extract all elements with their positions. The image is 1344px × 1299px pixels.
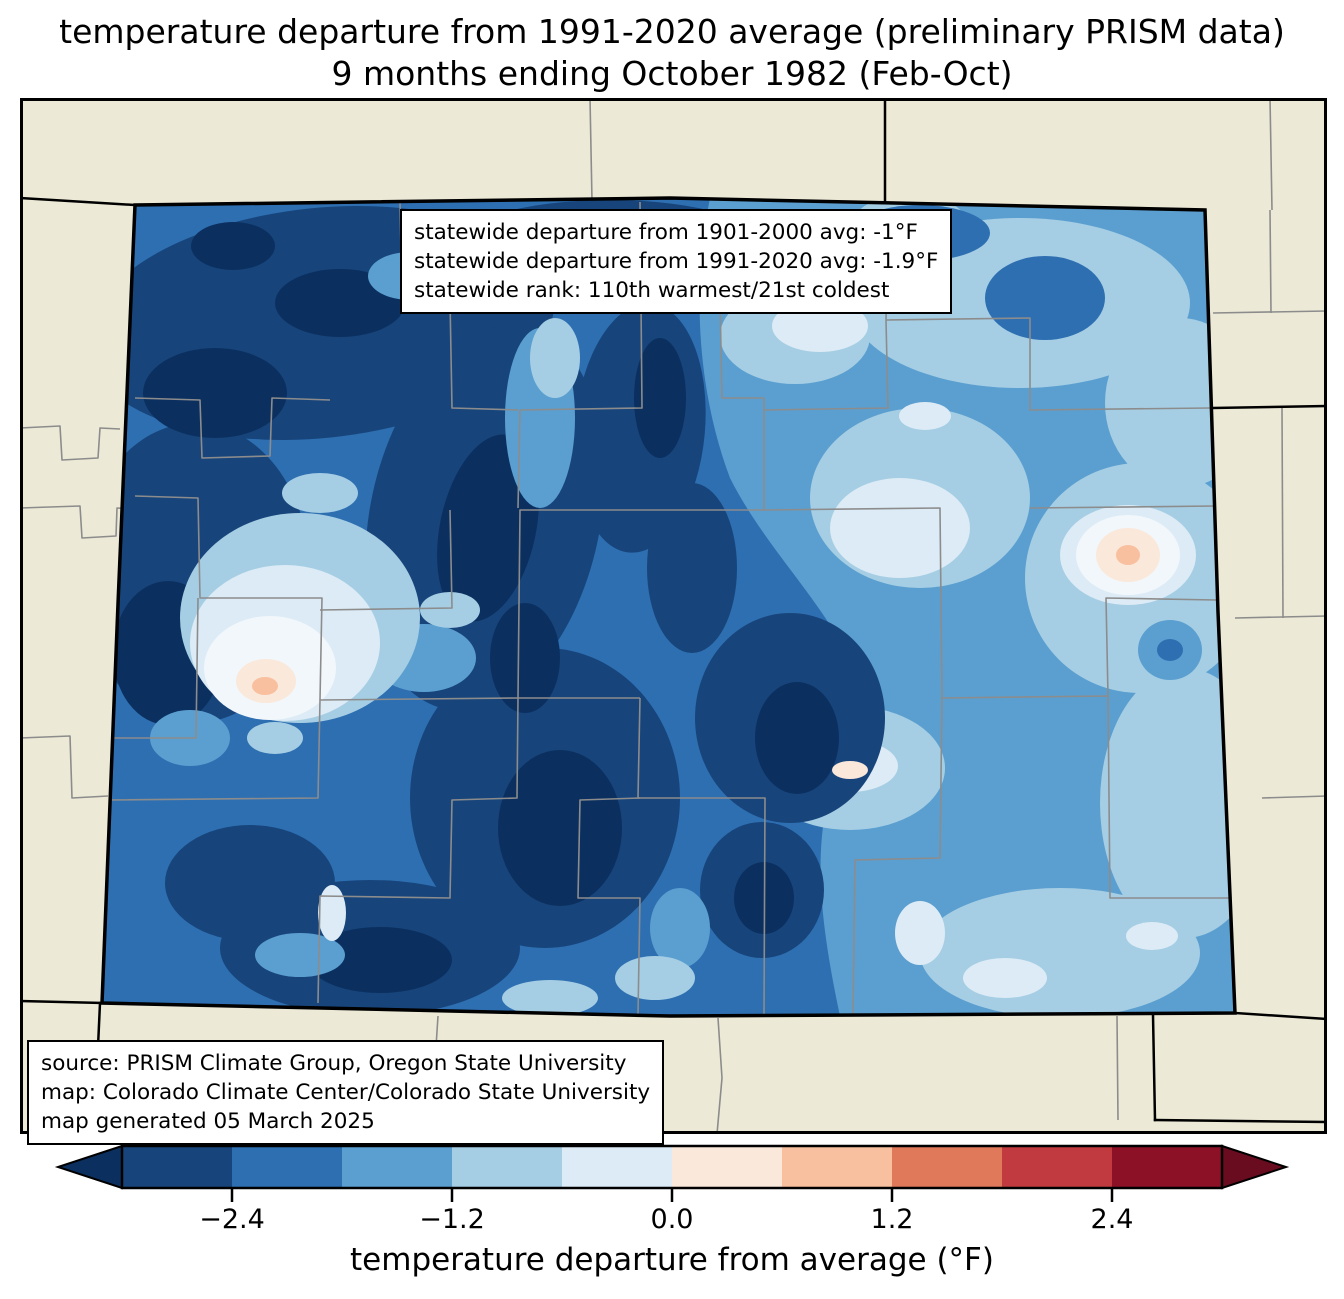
colorbar-under-arrow	[54, 1144, 123, 1190]
colorbar-segment	[782, 1146, 892, 1188]
stats-line-2: statewide departure from 1991-2020 avg: …	[414, 249, 939, 274]
map-plot-area: statewide departure from 1901-2000 avg: …	[18, 96, 1329, 1136]
colorbar-segment	[452, 1146, 562, 1188]
colorbar-tick-label: 1.2	[870, 1204, 914, 1235]
source-credit-box: source: PRISM Climate Group, Oregon Stat…	[27, 1040, 665, 1145]
source-line-3: map generated 05 March 2025	[41, 1109, 375, 1134]
colorbar-tick-marks	[230, 1188, 1114, 1202]
colorbar-segment	[232, 1146, 342, 1188]
colorbar-segment	[1002, 1146, 1112, 1188]
source-line-2: map: Colorado Climate Center/Colorado St…	[41, 1080, 651, 1105]
colorado-county-lines	[109, 201, 1232, 1015]
colorbar-axis-label: temperature departure from average (°F)	[350, 1242, 994, 1278]
statewide-stats-box: statewide departure from 1901-2000 avg: …	[400, 209, 953, 314]
colorbar-tick-label: 0.0	[650, 1204, 694, 1235]
colorbar-segment	[672, 1146, 782, 1188]
source-line-1: source: PRISM Climate Group, Oregon Stat…	[41, 1051, 627, 1076]
colorbar-segment	[342, 1146, 452, 1188]
figure-title-line1: temperature departure from 1991-2020 ave…	[59, 12, 1285, 51]
colorbar-tick-label: −1.2	[419, 1204, 485, 1235]
colorbar	[54, 1144, 1290, 1202]
colorbar-segment	[1112, 1146, 1222, 1188]
colorbar-segment	[892, 1146, 1002, 1188]
stats-line-3: statewide rank: 110th warmest/21st colde…	[414, 278, 890, 303]
stats-line-1: statewide departure from 1901-2000 avg: …	[414, 220, 918, 245]
colorbar-tick-label: 2.4	[1090, 1204, 1134, 1235]
colorbar-tick-label: −2.4	[199, 1204, 265, 1235]
colorbar-segment	[122, 1146, 232, 1188]
figure-title-line2: 9 months ending October 1982 (Feb-Oct)	[331, 54, 1013, 93]
colorbar-segments	[122, 1146, 1222, 1188]
colorbar-over-arrow	[1221, 1144, 1290, 1190]
colorado-state-border	[100, 196, 1237, 1018]
colorbar-segment	[562, 1146, 672, 1188]
plot-frame	[20, 98, 1327, 1134]
